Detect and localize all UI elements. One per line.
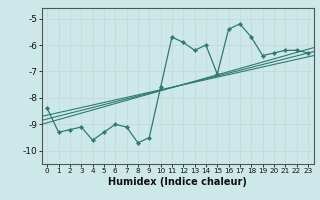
X-axis label: Humidex (Indice chaleur): Humidex (Indice chaleur) (108, 177, 247, 187)
